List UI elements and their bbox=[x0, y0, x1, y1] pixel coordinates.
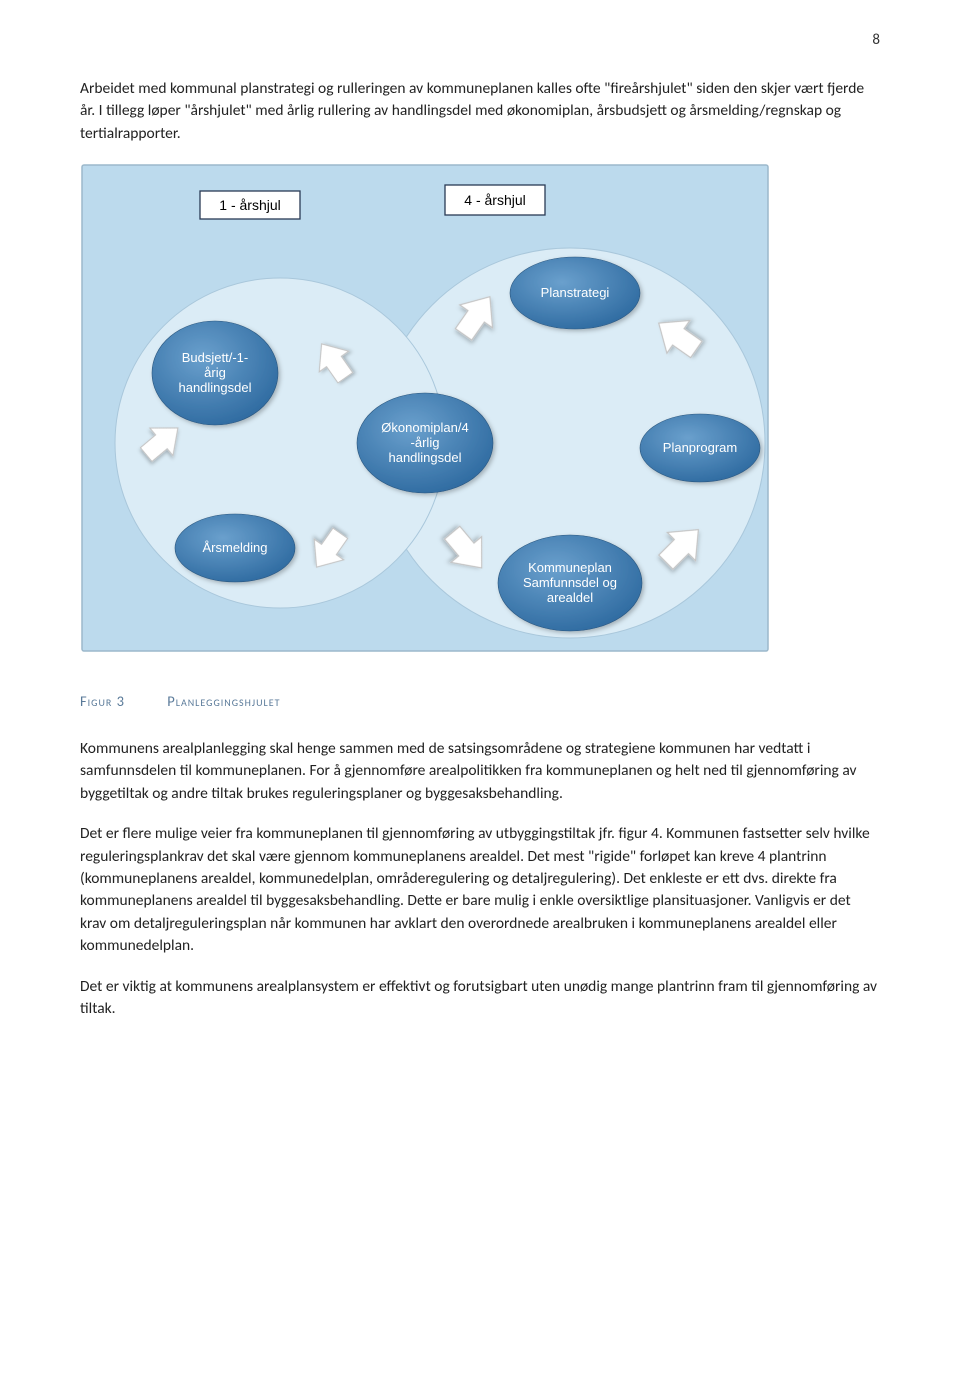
svg-text:arealdel: arealdel bbox=[547, 590, 593, 605]
svg-text:Planstrategi: Planstrategi bbox=[541, 285, 610, 300]
svg-text:Årsmelding: Årsmelding bbox=[202, 540, 267, 555]
node-planprogram: Planprogram bbox=[640, 414, 760, 482]
paragraph-1: Arbeidet med kommunal planstrategi og ru… bbox=[80, 78, 880, 145]
paragraph-2: Kommunens arealplanlegging skal henge sa… bbox=[80, 738, 880, 805]
node-planstrategi: Planstrategi bbox=[510, 257, 640, 329]
svg-text:handlingsdel: handlingsdel bbox=[178, 380, 251, 395]
figure-label: Figur 3 bbox=[80, 692, 125, 710]
svg-text:-årlig: -årlig bbox=[411, 435, 440, 450]
svg-text:1 - årshjul: 1 - årshjul bbox=[219, 197, 280, 213]
svg-text:årig: årig bbox=[204, 365, 226, 380]
diagram-svg: 1 - årshjul 4 - årshjul Budsjett/-1-årig… bbox=[80, 163, 770, 653]
svg-text:Kommuneplan: Kommuneplan bbox=[528, 560, 612, 575]
svg-text:Samfunnsdel og: Samfunnsdel og bbox=[523, 575, 617, 590]
page-number: 8 bbox=[80, 30, 880, 52]
figure-title: Planleggingshjulet bbox=[167, 692, 280, 710]
svg-text:Planprogram: Planprogram bbox=[663, 440, 737, 455]
svg-text:Økonomiplan/4: Økonomiplan/4 bbox=[381, 420, 468, 435]
svg-text:4 - årshjul: 4 - årshjul bbox=[464, 192, 525, 208]
figure-caption: Figur 3 Planleggingshjulet bbox=[80, 691, 880, 712]
label-4-arshjul: 4 - årshjul bbox=[445, 185, 545, 215]
node-arsmelding: Årsmelding bbox=[175, 514, 295, 582]
svg-text:Budsjett/-1-: Budsjett/-1- bbox=[182, 350, 248, 365]
label-1-arshjul: 1 - årshjul bbox=[200, 191, 300, 219]
node-kommuneplan: KommuneplanSamfunnsdel ogarealdel bbox=[498, 535, 642, 631]
node-budsjett: Budsjett/-1-årighandlingsdel bbox=[152, 321, 278, 425]
paragraph-4: Det er viktig at kommunens arealplansyst… bbox=[80, 976, 880, 1021]
planning-wheel-diagram: 1 - årshjul 4 - årshjul Budsjett/-1-årig… bbox=[80, 163, 770, 660]
svg-text:handlingsdel: handlingsdel bbox=[388, 450, 461, 465]
paragraph-3: Det er flere mulige veier fra kommunepla… bbox=[80, 823, 880, 958]
node-okonomiplan: Økonomiplan/4-årlighandlingsdel bbox=[357, 393, 493, 493]
